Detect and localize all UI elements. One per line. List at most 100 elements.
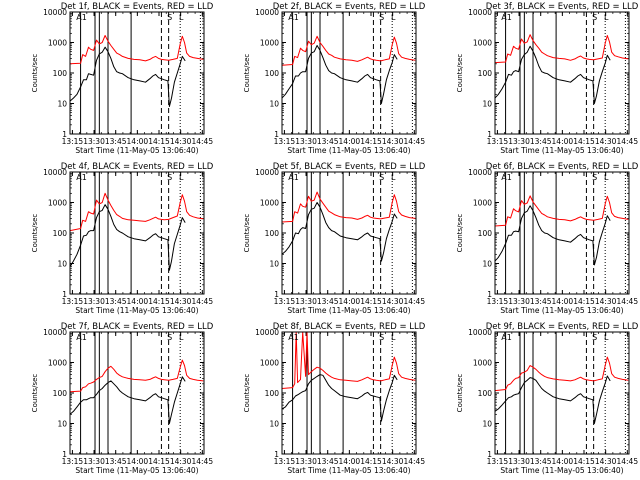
events-series-line (495, 45, 611, 104)
y-tick-label: 1 (274, 130, 279, 139)
panel-title: Det 5f, BLACK = Events, RED = LLD (273, 162, 426, 172)
y-tick-label: 1000 (260, 39, 279, 48)
plot-frame (281, 11, 417, 135)
events-series-line (495, 205, 611, 266)
lld-series-line (495, 34, 629, 64)
plot-frame (69, 11, 205, 135)
detector-panel: Det 8f, BLACK = Events, RED = LLD 1 10 100 1… (243, 322, 426, 475)
x-tick-label: 14:15 (148, 297, 170, 306)
x-tick-label: 14:15 (573, 137, 595, 146)
time-marker-label: S (592, 13, 597, 22)
time-marker-label: A1 (288, 333, 299, 342)
events-series-line (282, 202, 398, 262)
time-marker-label: A1 (76, 13, 87, 22)
time-marker-label: L (179, 333, 184, 342)
panel-title: Det 6f, BLACK = Events, RED = LLD (486, 162, 639, 172)
x-axis-title: Start Time (11-May-05 13:06:40) (287, 306, 410, 315)
y-tick-label: 10000 (255, 8, 279, 17)
x-tick-label: 13:45 (105, 297, 127, 306)
x-tick-label: 14:00 (339, 137, 361, 146)
x-tick-label: 13:45 (530, 137, 552, 146)
plot-area (70, 172, 204, 294)
x-tick-label: 13:30 (83, 297, 105, 306)
y-tick-label: 10000 (43, 168, 67, 177)
plot-frame (281, 331, 417, 455)
x-axis-title: Start Time (11-May-05 13:06:40) (75, 306, 198, 315)
lld-series-line (495, 356, 629, 392)
events-series-line (70, 204, 186, 271)
lld-series-line (282, 332, 416, 389)
panel-title: Det 9f, BLACK = Events, RED = LLD (486, 322, 639, 332)
x-tick-label: 13:45 (317, 137, 339, 146)
y-tick-label: 10 (482, 260, 492, 269)
y-axis-title: Counts/sec (243, 374, 251, 413)
y-axis-title: Counts/sec (456, 54, 464, 93)
x-tick-label: 13:30 (295, 137, 317, 146)
y-tick-label: 10 (269, 420, 279, 429)
plot-area (495, 172, 629, 294)
x-axis-title: Start Time (11-May-05 13:06:40) (500, 146, 623, 155)
y-tick-label: 100 (265, 389, 280, 398)
y-tick-label: 10000 (468, 8, 492, 17)
x-tick-label: 13:30 (295, 457, 317, 466)
x-tick-label: 13:30 (83, 137, 105, 146)
y-tick-label: 100 (53, 389, 68, 398)
y-tick-label: 10000 (255, 328, 279, 337)
y-tick-label: 1000 (473, 199, 492, 208)
y-tick-label: 10000 (43, 328, 67, 337)
x-tick-label: 13:45 (530, 297, 552, 306)
x-tick-label: 13:45 (105, 137, 127, 146)
x-tick-label: 14:45 (403, 137, 425, 146)
y-tick-label: 100 (53, 229, 68, 238)
x-tick-label: 13:30 (295, 297, 317, 306)
plot-frame (281, 171, 417, 295)
lld-series-line (282, 35, 416, 66)
plot-area (282, 332, 416, 454)
x-tick-label: 13:30 (83, 457, 105, 466)
lld-series-line (282, 191, 416, 223)
y-tick-label: 10000 (468, 328, 492, 337)
plot-area (495, 332, 629, 454)
plot-area (282, 12, 416, 134)
y-tick-label: 1000 (473, 39, 492, 48)
x-tick-label: 14:15 (573, 457, 595, 466)
x-tick-label: 14:15 (148, 457, 170, 466)
time-marker-label: A1 (76, 173, 87, 182)
events-series-line (70, 376, 186, 424)
x-tick-label: 14:45 (191, 457, 213, 466)
time-marker-label: S (379, 13, 384, 22)
x-axis-title: Start Time (11-May-05 13:06:40) (75, 466, 198, 475)
x-tick-label: 14:45 (403, 457, 425, 466)
panel-title: Det 2f, BLACK = Events, RED = LLD (273, 2, 426, 12)
x-tick-label: 14:15 (573, 297, 595, 306)
x-tick-label: 14:30 (170, 297, 192, 306)
y-tick-label: 10000 (43, 8, 67, 17)
y-tick-label: 1 (62, 290, 67, 299)
plot-area (70, 12, 204, 134)
y-tick-label: 10 (57, 260, 67, 269)
time-marker-label: S (167, 13, 172, 22)
x-tick-label: 14:30 (382, 457, 404, 466)
panel-title: Det 8f, BLACK = Events, RED = LLD (273, 322, 426, 332)
x-tick-label: 13:15 (487, 297, 509, 306)
plot-frame (494, 11, 630, 135)
x-tick-label: 13:15 (62, 137, 84, 146)
events-series-line (70, 46, 186, 107)
y-axis-title: Counts/sec (243, 54, 251, 93)
plot-area (282, 172, 416, 294)
x-tick-label: 14:00 (552, 137, 574, 146)
panel-title: Det 1f, BLACK = Events, RED = LLD (61, 2, 214, 12)
time-marker-label: A1 (288, 13, 299, 22)
x-tick-label: 14:45 (616, 137, 638, 146)
y-tick-label: 1 (62, 450, 67, 459)
x-tick-label: 14:30 (595, 457, 617, 466)
y-tick-label: 1 (62, 130, 67, 139)
x-tick-label: 13:15 (487, 457, 509, 466)
y-axis-title: Counts/sec (31, 374, 39, 413)
y-tick-label: 100 (53, 69, 68, 78)
y-axis-title: Counts/sec (243, 214, 251, 253)
x-tick-label: 14:45 (191, 297, 213, 306)
x-tick-label: 13:45 (105, 457, 127, 466)
time-marker-label: S (379, 173, 384, 182)
